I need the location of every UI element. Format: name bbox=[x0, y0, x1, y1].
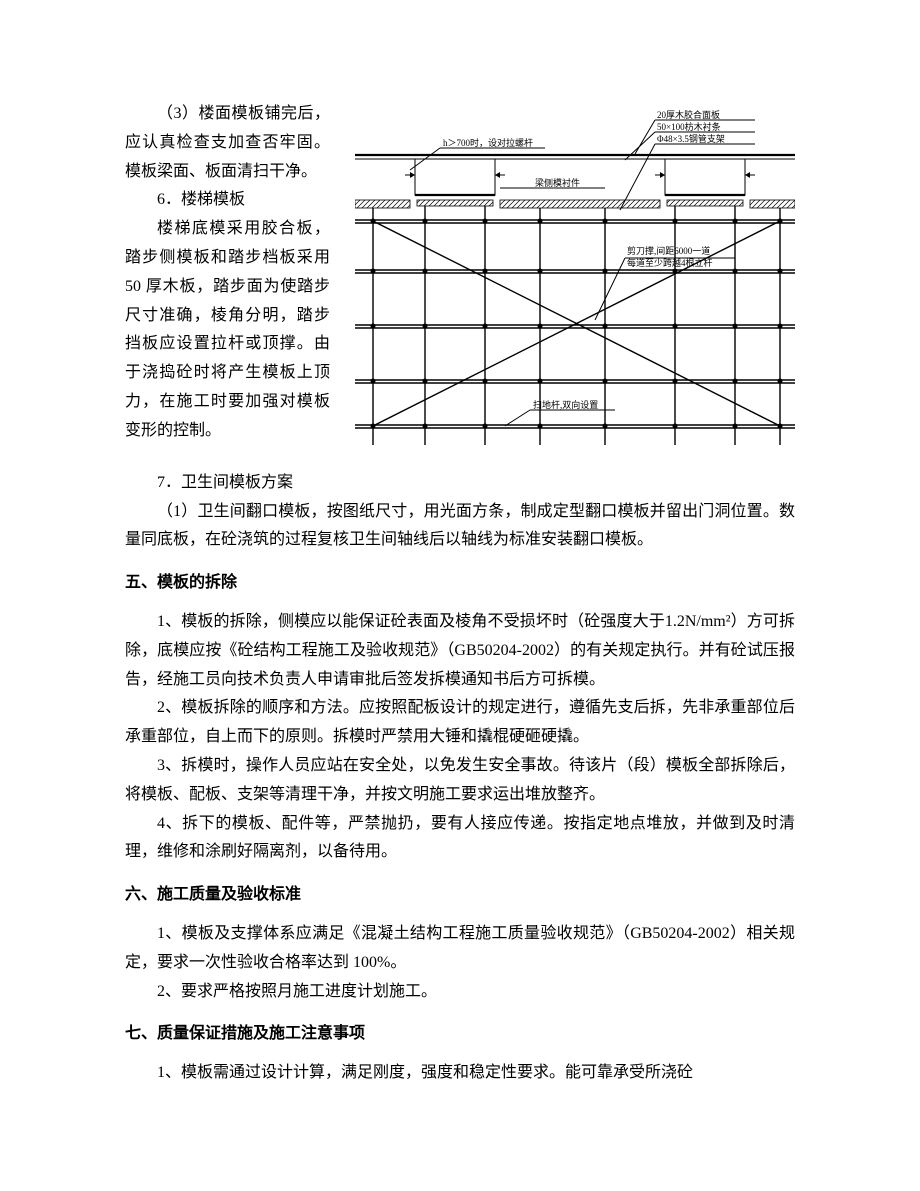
wrapped-text-block: （3）楼面模板铺完后，应认真检查支加查否牢固。模板梁面、板面清扫干净。 6．楼梯… bbox=[125, 100, 795, 461]
sec6-p1: 1、模板及支撑体系应满足《混凝土结构工程施工质量验收规范》（GB50204-20… bbox=[125, 920, 795, 978]
left-text-col: （3）楼面模板铺完后，应认真检查支加查否牢固。模板梁面、板面清扫干净。 6．楼梯… bbox=[125, 100, 330, 446]
diag-label-5: 梁侧模衬件 bbox=[535, 177, 580, 188]
scaffold-diagram: 20厚木胶合面板 50×100枋木衬条 Φ48×3.5钢管支架 h＞700时，设… bbox=[355, 110, 795, 461]
diag-label-3: Φ48×3.5钢管支架 bbox=[657, 133, 725, 144]
sec5-p2: 2、模板拆除的顺序和方法。应按照配板设计的规定进行，遵循先支后拆，先非承重部位后… bbox=[125, 694, 795, 752]
scaffold-svg: 20厚木胶合面板 50×100枋木衬条 Φ48×3.5钢管支架 h＞700时，设… bbox=[355, 110, 795, 450]
diag-label-7: 扫地杆,双向设置 bbox=[533, 399, 598, 410]
heading-7: 7．卫生间模板方案 bbox=[125, 469, 795, 498]
para-7-1: （1）卫生间翻口模板，按图纸尺寸，用光面方条，制成定型翻口模板并留出门洞位置。数… bbox=[125, 498, 795, 556]
diag-label-2: 50×100枋木衬条 bbox=[657, 121, 721, 132]
section-6-heading: 六、施工质量及验收标准 bbox=[125, 881, 795, 910]
section-5-heading: 五、模板的拆除 bbox=[125, 569, 795, 598]
sec7-p1: 1、模板需通过设计计算，满足刚度，强度和稳定性要求。能可靠承受所浇砼 bbox=[125, 1059, 795, 1088]
diag-label-4: h＞700时，设对拉螺杆 bbox=[443, 137, 533, 148]
diag-label-1: 20厚木胶合面板 bbox=[657, 110, 720, 120]
heading-6: 6．楼梯模板 bbox=[125, 186, 330, 215]
sec5-p1: 1、模板的拆除，侧模应以能保证砼表面及棱角不受损坏时（砼强度大于1.2N/mm²… bbox=[125, 608, 795, 694]
para-3: （3）楼面模板铺完后，应认真检查支加查否牢固。模板梁面、板面清扫干净。 bbox=[125, 100, 330, 186]
section-7-heading: 七、质量保证措施及施工注意事项 bbox=[125, 1020, 795, 1049]
diag-label-6a: 剪刀撑,间距6000一道 bbox=[627, 245, 710, 256]
sec5-p4: 4、拆下的模板、配件等，严禁抛扔，要有人接应传递。按指定地点堆放，并做到及时清理… bbox=[125, 810, 795, 868]
sec5-p3: 3、拆模时，操作人员应站在安全处，以免发生安全事故。待该片（段）模板全部拆除后，… bbox=[125, 752, 795, 810]
sec6-p2: 2、要求严格按照月施工进度计划施工。 bbox=[125, 978, 795, 1007]
diag-label-6b: 每道至少跨越4根立杆 bbox=[627, 257, 713, 268]
para-6: 楼梯底模采用胶合板，踏步侧模板和踏步档板采用50 厚木板，踏步面为使踏步尺寸准确… bbox=[125, 215, 330, 445]
